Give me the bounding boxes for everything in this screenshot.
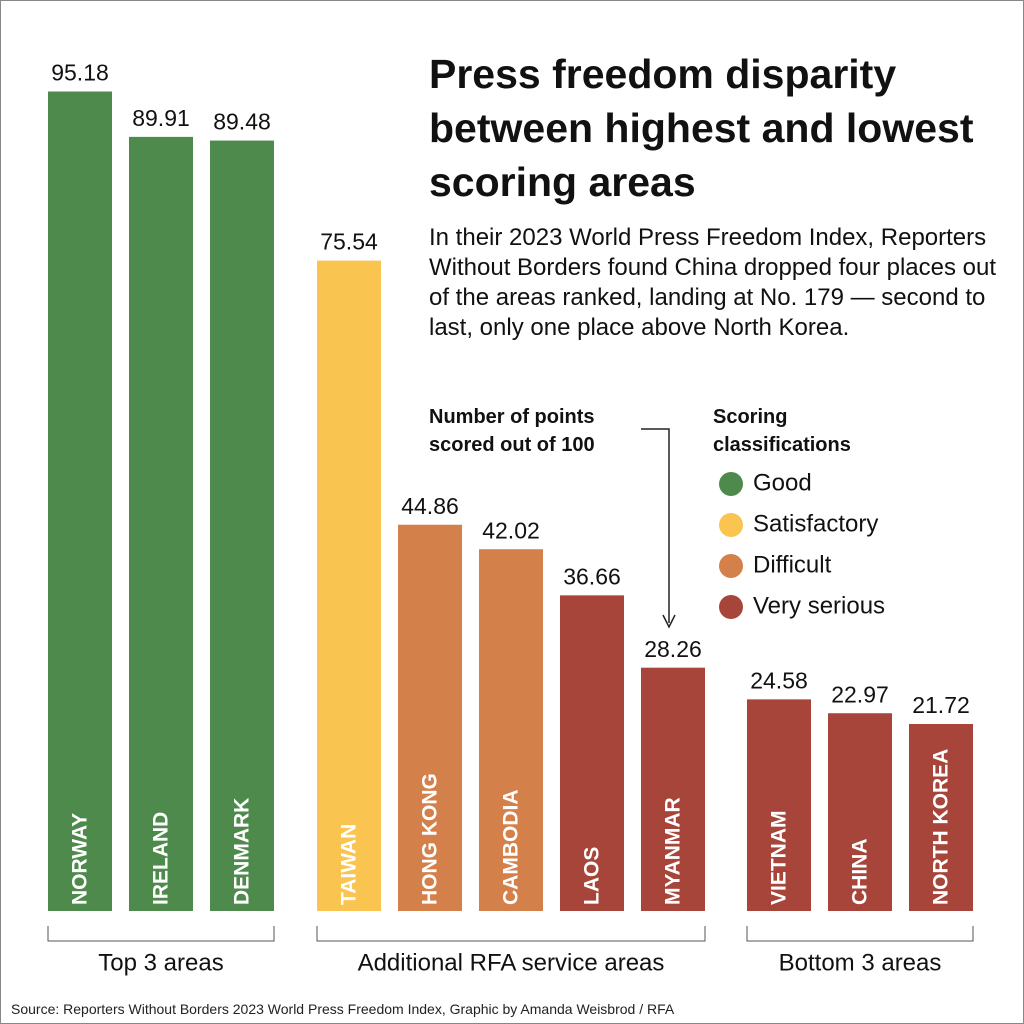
legend-title: Scoring classifications <box>713 406 851 456</box>
value-label: 89.48 <box>213 109 271 135</box>
category-label: CHINA <box>849 839 872 906</box>
value-label: 22.97 <box>831 681 889 707</box>
bar <box>129 136 193 912</box>
category-label: HONG KONG <box>419 773 442 905</box>
legend-label: Difficult <box>753 551 832 578</box>
value-label: 42.02 <box>482 517 540 543</box>
bar <box>828 713 892 911</box>
category-label: DENMARK <box>231 798 254 905</box>
value-label: 28.26 <box>644 636 702 662</box>
legend-label: Satisfactory <box>753 510 878 537</box>
value-label: 89.91 <box>132 105 190 131</box>
value-label: 75.54 <box>320 229 378 255</box>
group-bracket <box>47 926 275 942</box>
arrow-head <box>662 614 676 629</box>
annotation-arrow <box>641 428 670 623</box>
chart-subtitle: In their 2023 World Press Freedom Index,… <box>429 224 997 341</box>
bar <box>398 524 462 911</box>
bar <box>210 140 274 911</box>
category-label: NORTH KOREA <box>930 749 953 905</box>
bar <box>641 667 705 911</box>
bar <box>479 549 543 911</box>
legend-swatch <box>719 554 743 578</box>
group-label: Additional RFA service areas <box>358 949 665 976</box>
legend-label: Very serious <box>753 592 885 619</box>
bar <box>317 260 381 911</box>
group-bracket <box>316 926 706 942</box>
value-label: 44.86 <box>401 493 459 519</box>
bar <box>48 91 112 912</box>
legend-label: Good <box>753 469 812 496</box>
category-label: NORWAY <box>69 813 92 905</box>
category-label: MYANMAR <box>662 797 685 905</box>
chart-title: Press freedom disparity between highest … <box>429 51 974 205</box>
source: Source: Reporters Without Borders 2023 W… <box>11 1001 675 1017</box>
annotation: Number of points scored out of 100 <box>429 406 595 456</box>
bar <box>747 699 811 911</box>
group-label: Bottom 3 areas <box>779 949 942 976</box>
bar <box>560 595 624 911</box>
category-label: CAMBODIA <box>500 790 523 906</box>
legend-swatch <box>719 472 743 496</box>
category-label: IRELAND <box>150 812 173 905</box>
group-label: Top 3 areas <box>98 949 223 976</box>
category-label: TAIWAN <box>338 824 361 905</box>
legend-swatch <box>719 595 743 619</box>
value-label: 36.66 <box>563 563 621 589</box>
category-label: LAOS <box>581 847 604 905</box>
group-bracket <box>746 926 974 942</box>
value-label: 21.72 <box>912 692 970 718</box>
category-label: VIETNAM <box>768 811 791 906</box>
value-label: 95.18 <box>51 60 109 86</box>
legend-swatch <box>719 513 743 537</box>
value-label: 24.58 <box>750 667 808 693</box>
bar <box>909 723 973 911</box>
